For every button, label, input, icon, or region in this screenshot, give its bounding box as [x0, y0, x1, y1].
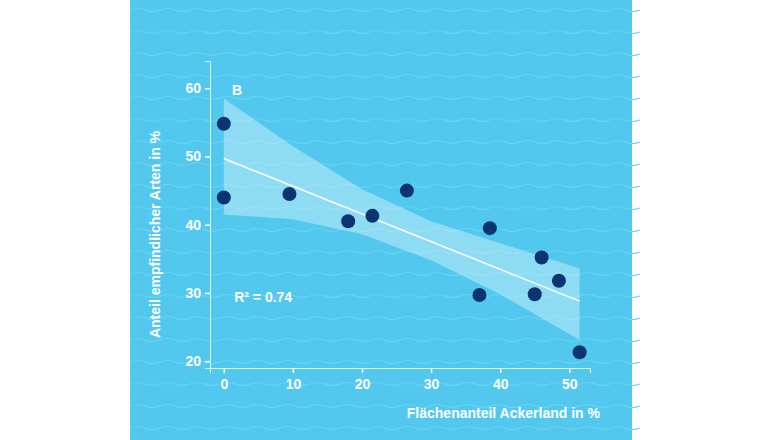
x-axis: 0 10 20 30 40 50: [211, 368, 591, 392]
y-tick-mark: [205, 224, 210, 226]
wave: [130, 185, 640, 188]
x-tick-mark: [569, 368, 571, 373]
wave: [130, 75, 640, 78]
y-tick: 40: [185, 217, 210, 233]
y-axis: 20 30 40 50 60: [185, 62, 210, 370]
y-tick-label: 20: [185, 353, 201, 369]
x-tick-label: 30: [424, 376, 440, 392]
regression-line: [224, 159, 580, 302]
y-tick-mark: [205, 361, 210, 363]
x-tick: 30: [424, 368, 440, 392]
y-tick-label: 30: [185, 285, 201, 301]
wave: [130, 361, 640, 364]
annotation: R² = 0.74: [234, 289, 292, 305]
confidence-band: [224, 99, 580, 341]
point: [282, 187, 296, 201]
chart: 0 10 20 30 40 50 20 30 40 50 60 Flächenanteil Acker…: [0, 0, 760, 440]
point: [472, 288, 486, 302]
y-tick: 20: [185, 353, 210, 369]
wave: [130, 53, 640, 56]
x-axis-title: Flächenanteil Ackerland in %: [407, 405, 601, 421]
x-tick-label: 10: [286, 376, 302, 392]
y-tick-mark: [205, 88, 210, 90]
x-tick-mark: [362, 368, 364, 373]
y-tick-mark: [205, 156, 210, 158]
point: [400, 184, 414, 198]
x-tick: 0: [220, 368, 228, 392]
wave: [130, 141, 640, 144]
point: [528, 287, 542, 301]
point: [217, 190, 231, 204]
x-tick-label: 50: [562, 376, 578, 392]
series: [217, 117, 587, 360]
point: [483, 221, 497, 235]
y-tick: 50: [185, 148, 210, 164]
point: [552, 274, 566, 288]
annotation: B: [232, 82, 242, 98]
y-axis-line: [205, 62, 211, 369]
x-tick-label: 40: [493, 376, 509, 392]
x-tick-mark: [500, 368, 502, 373]
y-tick: 30: [185, 285, 210, 301]
wave: [130, 427, 640, 430]
y-tick-label: 40: [185, 217, 201, 233]
x-tick: 40: [493, 368, 509, 392]
x-axis-line: [211, 369, 591, 374]
panel-background: [130, 0, 632, 440]
x-tick-label: 0: [220, 376, 228, 392]
wave: [130, 163, 640, 166]
wave: [130, 339, 640, 342]
x-tick-mark: [431, 368, 433, 373]
point: [573, 345, 587, 359]
x-tick: 20: [355, 368, 371, 392]
wave: [130, 31, 640, 34]
x-tick-label: 20: [355, 376, 371, 392]
x-tick: 10: [286, 368, 302, 392]
x-tick-mark: [293, 368, 295, 373]
y-tick: 60: [185, 80, 210, 96]
y-tick-label: 60: [185, 80, 201, 96]
wave: [130, 9, 640, 12]
point: [535, 250, 549, 264]
point: [217, 117, 231, 131]
y-tick-label: 50: [185, 148, 201, 164]
y-axis-title: Anteil empfindlicher Arten in %: [147, 130, 163, 338]
wave: [130, 251, 640, 254]
point: [365, 209, 379, 223]
point: [341, 214, 355, 228]
wave: [130, 97, 640, 100]
plot-area: [217, 99, 587, 360]
x-tick-mark: [224, 368, 226, 373]
background-waves: [130, 9, 640, 430]
wave: [130, 119, 640, 122]
x-tick: 50: [562, 368, 578, 392]
y-tick-mark: [205, 293, 210, 295]
